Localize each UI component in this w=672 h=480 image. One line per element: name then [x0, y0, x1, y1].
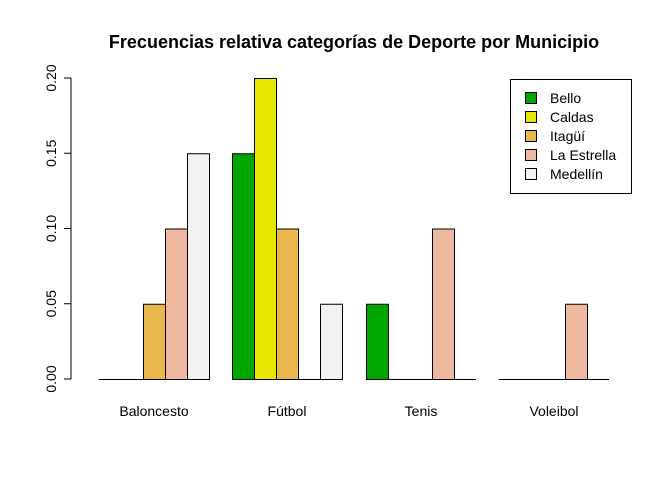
legend-label: Itagüí — [550, 128, 585, 144]
x-axis-labels: Baloncesto Fútbol Tenis Voleibol — [119, 403, 578, 419]
y-tick-label: 0.15 — [43, 139, 59, 166]
chart-title: Frecuencias relativa categorías de Depor… — [109, 32, 599, 52]
legend-swatch — [525, 92, 537, 104]
bar — [366, 303, 389, 380]
legend-label: Caldas — [550, 109, 594, 125]
bar — [320, 303, 343, 380]
legend-label: La Estrella — [550, 147, 616, 163]
bar — [276, 228, 299, 380]
legend-swatch — [525, 111, 537, 123]
y-tick-label: 0.00 — [43, 365, 59, 392]
y-axis: 0.00 0.05 0.10 0.15 0.20 — [43, 64, 72, 393]
legend-swatch — [525, 149, 537, 161]
legend: Bello Caldas Itagüí La Estrella Medellín — [510, 79, 632, 194]
bars — [99, 78, 609, 380]
legend-label: Medellín — [550, 166, 603, 182]
bar — [143, 303, 166, 380]
x-tick-label: Baloncesto — [119, 403, 188, 419]
legend-swatch — [525, 168, 537, 180]
bar — [165, 228, 188, 380]
y-tick-label: 0.05 — [43, 290, 59, 317]
y-tick-label: 0.10 — [43, 215, 59, 242]
legend-label: Bello — [550, 90, 581, 106]
x-tick-label: Fútbol — [268, 403, 307, 419]
bar — [254, 78, 277, 380]
bar — [232, 153, 255, 380]
x-tick-label: Tenis — [405, 403, 438, 419]
bar — [187, 153, 210, 380]
y-tick-label: 0.20 — [43, 64, 59, 91]
x-tick-label: Voleibol — [529, 403, 578, 419]
bar — [565, 303, 588, 380]
legend-swatch — [525, 130, 537, 142]
bar — [432, 228, 455, 380]
